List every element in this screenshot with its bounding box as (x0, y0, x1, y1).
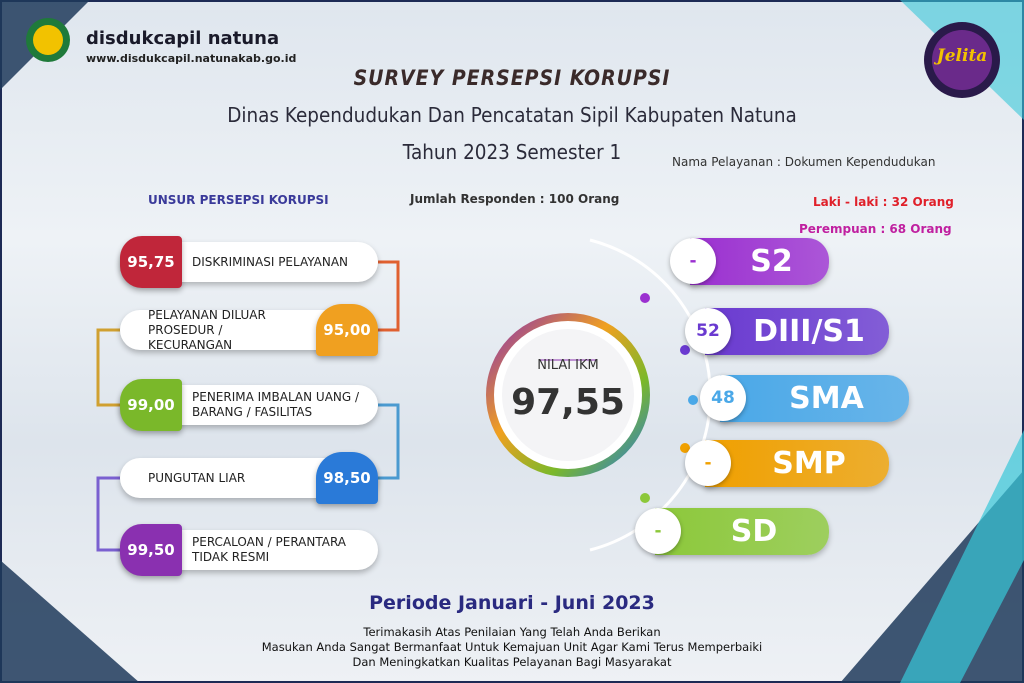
education-level: SMP (705, 440, 889, 487)
subtitle: Tahun 2023 Semester 1 (402, 140, 622, 164)
education-count: - (685, 440, 731, 486)
education-count: 48 (700, 375, 746, 421)
education-count: 52 (685, 308, 731, 354)
element-score: 99,00 (120, 379, 182, 431)
gender-female: Perempuan : 68 Orang (799, 222, 952, 236)
ikm-label: NILAI IKM (537, 358, 599, 373)
footer-line: Masukan Anda Sangat Bermanfaat Untuk Kem… (261, 640, 763, 654)
subtitle: Dinas Kependudukan Dan Pencatatan Sipil … (227, 103, 797, 127)
education-level: SD (655, 508, 829, 555)
gender-male: Laki - laki : 32 Orang (813, 195, 954, 209)
footer-line: Dan Meningkatkan Kualitas Pelayanan Bagi… (352, 655, 672, 669)
element-score: 95,75 (120, 236, 182, 288)
ikm-value: 97,55 (511, 382, 625, 423)
education-count: - (670, 238, 716, 284)
title: SURVEY PERSEPSI KORUPSI (353, 66, 671, 90)
education-level: SMA (720, 375, 909, 422)
org-url: www.disdukcapil.natunakab.go.id (86, 52, 297, 65)
service: Nama Pelayanan : Dokumen Kependudukan (672, 155, 936, 169)
footer-line: Terimakasih Atas Penilaian Yang Telah An… (363, 625, 661, 639)
element-score: 95,00 (316, 304, 378, 356)
footer: Terimakasih Atas Penilaian Yang Telah An… (0, 625, 1024, 670)
element-score: 98,50 (316, 452, 378, 504)
respondents: Jumlah Responden : 100 Orang (410, 192, 620, 206)
element-score: 99,50 (120, 524, 182, 576)
education-count: - (635, 508, 681, 554)
logo-text: Jelita (936, 46, 988, 66)
period: Periode Januari - Juni 2023 (369, 592, 655, 614)
elements-title: UNSUR PERSEPSI KORUPSI (148, 193, 329, 207)
org-name: disdukcapil natuna (86, 28, 280, 49)
education-level: DIII/S1 (705, 308, 889, 355)
